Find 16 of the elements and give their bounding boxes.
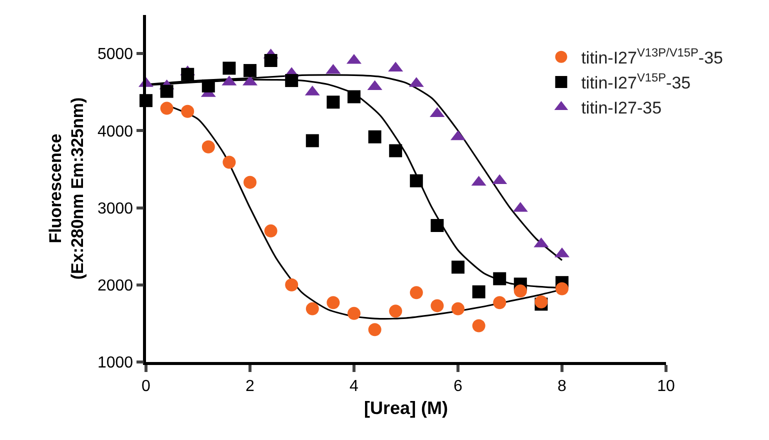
legend-label: titin-I27$^{V13P/V15P}$-35	[581, 45, 724, 68]
y-axis-title: Fluorescence (Ex:280nm Em:325nm)	[46, 97, 88, 280]
y-tick-label: 1000	[97, 354, 134, 372]
x-tick-label: 0	[142, 378, 151, 395]
x-tick-label: 6	[454, 378, 463, 395]
x-tick-label: 8	[558, 378, 567, 395]
legend-label: titin-I27-35	[581, 98, 662, 118]
y-tick-label: 2000	[97, 277, 134, 294]
x-axis-title: [Urea] (M)	[364, 398, 448, 418]
legend-label: titin-I27$^{V15P}$-35	[581, 70, 691, 93]
x-tick-label: 10	[657, 378, 675, 395]
x-tick-label: 4	[350, 378, 359, 395]
y-tick-label: 4000	[97, 123, 134, 140]
x-tick-label: 2	[246, 378, 255, 395]
y-tick-label: 5000	[97, 46, 134, 64]
y-tick-label: 3000	[97, 200, 134, 218]
